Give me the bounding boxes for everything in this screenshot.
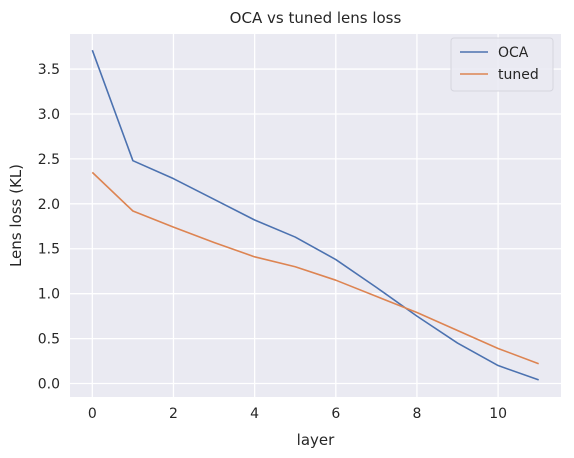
x-tick-label: 0 <box>88 406 97 422</box>
x-tick-label: 4 <box>250 406 259 422</box>
y-tick-label: 0.0 <box>38 377 60 393</box>
x-tick-label: 10 <box>489 406 507 422</box>
chart-title: OCA vs tuned lens loss <box>230 9 402 27</box>
y-tick-label: 0.5 <box>38 332 60 348</box>
legend: OCA tuned <box>451 38 553 91</box>
legend-label: OCA <box>498 45 529 61</box>
y-tick-label: 1.5 <box>38 242 60 258</box>
y-tick-label: 2.5 <box>38 152 60 168</box>
x-axis-ticks: 0 2 4 6 8 10 <box>88 406 507 422</box>
x-axis-label: layer <box>297 431 335 449</box>
y-axis-label: Lens loss (KL) <box>7 164 25 267</box>
x-tick-label: 6 <box>331 406 340 422</box>
x-tick-label: 8 <box>412 406 421 422</box>
y-tick-label: 1.0 <box>38 287 60 303</box>
y-tick-label: 3.5 <box>38 62 60 78</box>
y-tick-label: 2.0 <box>38 197 60 213</box>
x-tick-label: 2 <box>169 406 178 422</box>
y-axis-ticks: 0.0 0.5 1.0 1.5 2.0 2.5 3.0 3.5 <box>38 62 60 392</box>
y-tick-label: 3.0 <box>38 107 60 123</box>
legend-label: tuned <box>498 67 539 83</box>
